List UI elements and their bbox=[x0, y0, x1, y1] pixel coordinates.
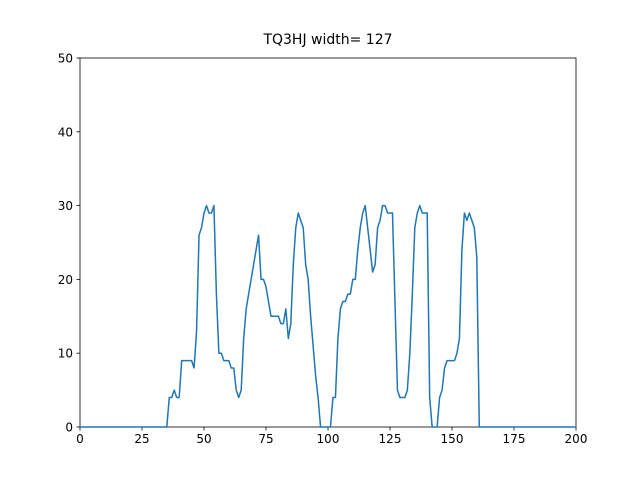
x-tick-label: 50 bbox=[196, 432, 211, 446]
x-tick-label: 0 bbox=[76, 432, 84, 446]
x-tick-label: 125 bbox=[379, 432, 402, 446]
y-tick-label: 40 bbox=[58, 125, 73, 139]
y-tick-label: 30 bbox=[58, 199, 73, 213]
y-tick-label: 50 bbox=[58, 52, 73, 66]
x-tick-label: 100 bbox=[317, 432, 340, 446]
x-tick-label: 25 bbox=[134, 432, 149, 446]
y-tick-label: 20 bbox=[58, 273, 73, 287]
x-tick-label: 75 bbox=[258, 432, 273, 446]
y-tick-label: 0 bbox=[65, 421, 73, 435]
y-tick-label: 10 bbox=[58, 347, 73, 361]
x-tick-label: 150 bbox=[441, 432, 464, 446]
x-tick-label: 175 bbox=[503, 432, 526, 446]
x-tick-label: 200 bbox=[565, 432, 588, 446]
chart-title: TQ3HJ width= 127 bbox=[262, 32, 392, 48]
data-line bbox=[80, 204, 576, 428]
